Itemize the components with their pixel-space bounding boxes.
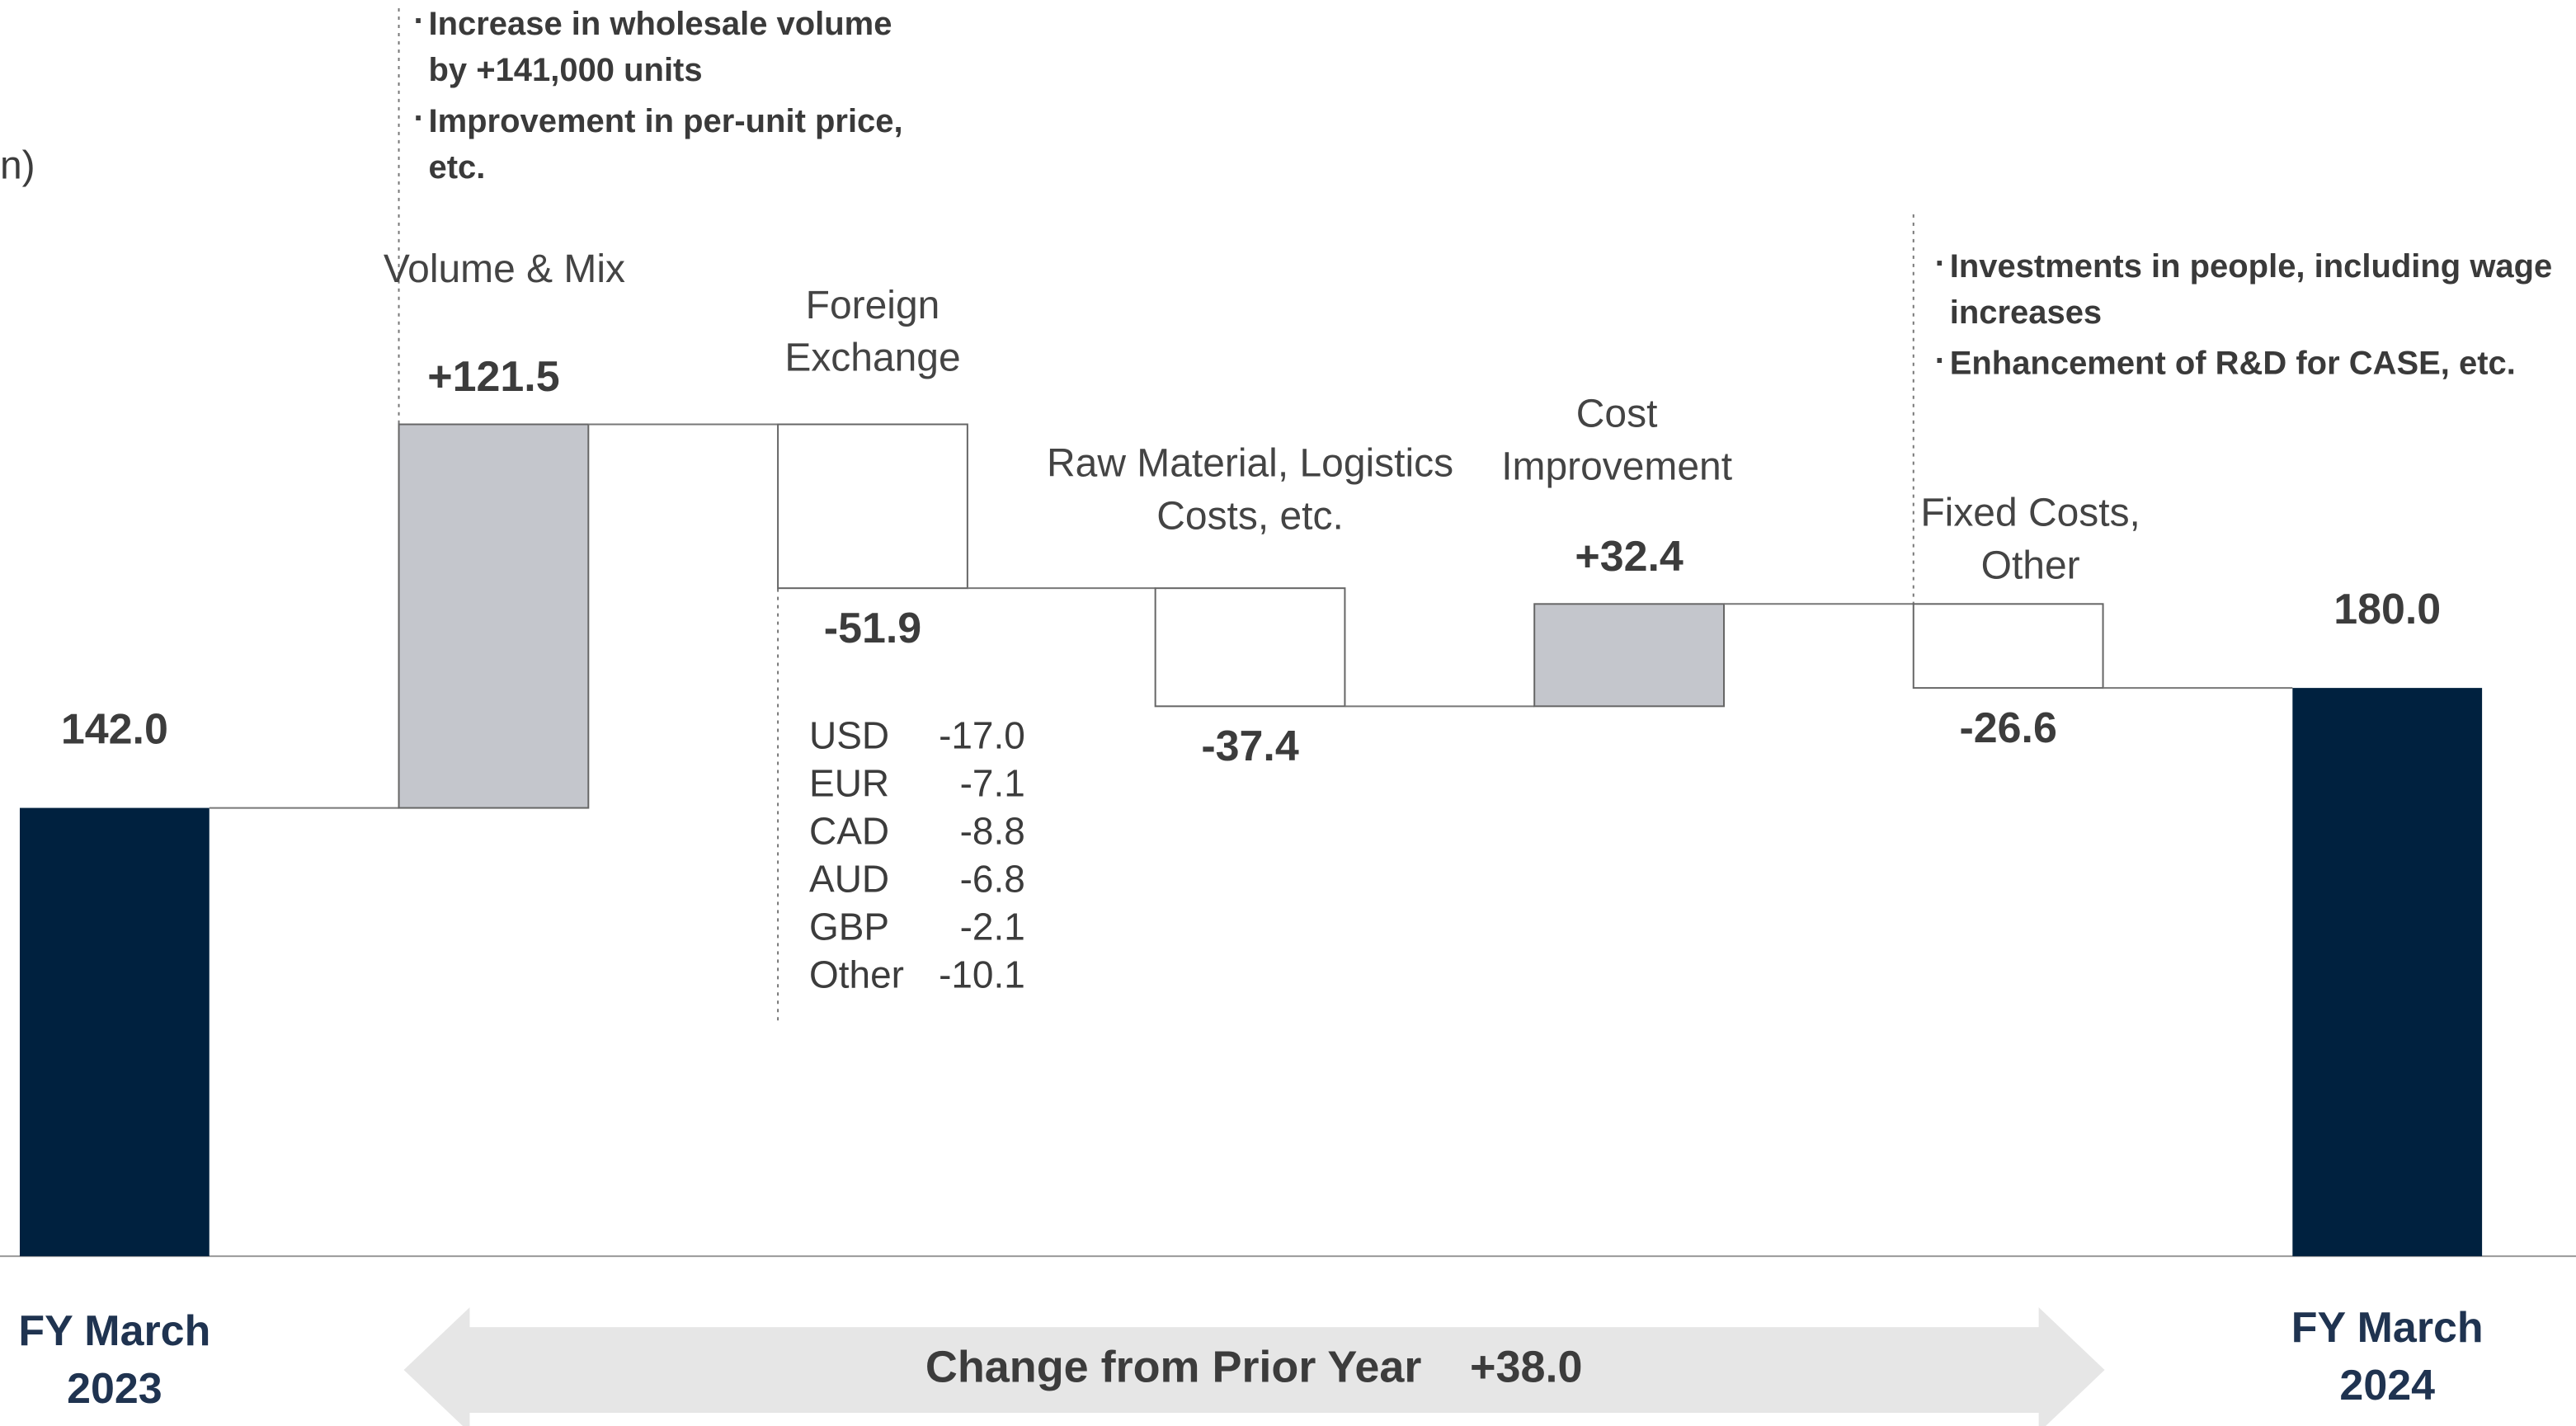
bar <box>1912 603 2104 689</box>
bar <box>777 423 968 590</box>
note-bullet: · <box>1935 342 1946 379</box>
fx-value: -8.8 <box>960 810 1025 853</box>
category-label: Foreign Exchange <box>784 283 961 381</box>
fx-value: -17.0 <box>939 714 1025 757</box>
category-label-box: Volume & Mix <box>383 247 625 292</box>
note: Enhancement of R&D for CASE, etc. <box>1949 346 2516 383</box>
category-label-box: Raw Material, Logistics Costs, etc. <box>1047 441 1454 539</box>
fx-currency: CAD <box>809 810 889 853</box>
note-box: Investments in people, including wage in… <box>1949 248 2553 332</box>
unit-label: n) <box>0 144 35 188</box>
note: Improvement in per-unit price, etc. <box>428 103 903 186</box>
bar <box>1533 603 1725 708</box>
category-label-box: Cost Improvement <box>1501 392 1733 490</box>
change-label: Change from Prior Year <box>925 1342 1421 1391</box>
note-box: Increase in wholesale volume by +141,000… <box>428 6 892 89</box>
value-label: -26.6 <box>1959 704 2056 752</box>
category-label-box: Fixed Costs, Other <box>1920 491 2140 589</box>
category-label: FY March 2023 <box>18 1306 211 1414</box>
category-label: FY March 2024 <box>2291 1302 2484 1410</box>
value-label: -51.9 <box>824 605 921 652</box>
change-arrow <box>403 1307 2105 1426</box>
category-label-box: Foreign Exchange <box>784 283 961 381</box>
fx-value: -2.1 <box>960 905 1025 948</box>
fx-currency: Other <box>809 953 904 995</box>
bar <box>398 423 590 809</box>
value-label: +32.4 <box>1575 533 1684 581</box>
category-label: Fixed Costs, Other <box>1920 491 2140 589</box>
value-label: 142.0 <box>61 705 168 753</box>
note: Investments in people, including wage in… <box>1949 248 2553 332</box>
change-value: +38.0 <box>1470 1342 1582 1391</box>
fx-currency: GBP <box>809 905 889 948</box>
fx-value: -6.8 <box>960 858 1025 901</box>
fx-value: -7.1 <box>960 762 1025 805</box>
category-label-box: FY March 2024 <box>2291 1302 2484 1410</box>
bar <box>2292 688 2483 1257</box>
value-label: 180.0 <box>2333 586 2441 633</box>
category-label: Volume & Mix <box>383 247 625 292</box>
bar <box>1154 587 1346 708</box>
note-bullet: · <box>1935 245 1946 281</box>
note-bullet: · <box>414 100 425 136</box>
note-bullet: · <box>414 3 425 40</box>
fx-currency: EUR <box>809 762 889 805</box>
note: Increase in wholesale volume by +141,000… <box>428 6 892 89</box>
bar <box>19 807 210 1257</box>
fx-value: -10.1 <box>939 953 1025 995</box>
note-box: Enhancement of R&D for CASE, etc. <box>1949 346 2516 383</box>
category-label: Cost Improvement <box>1501 392 1733 490</box>
category-label-box: FY March 2023 <box>18 1306 211 1414</box>
fx-currency: AUD <box>809 858 889 901</box>
value-label: -37.4 <box>1201 722 1299 770</box>
fx-currency: USD <box>809 714 889 757</box>
value-label: +121.5 <box>427 353 559 401</box>
category-label: Raw Material, Logistics Costs, etc. <box>1047 441 1454 539</box>
note-box: Improvement in per-unit price, etc. <box>428 103 903 186</box>
